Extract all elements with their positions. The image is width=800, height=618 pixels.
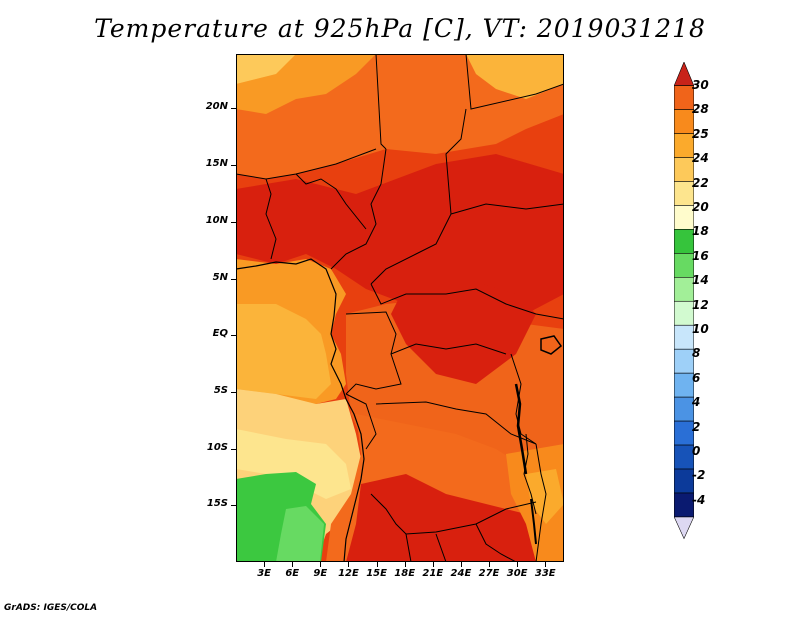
- x-tick-label: 12E: [338, 568, 359, 579]
- x-tick: [264, 562, 266, 567]
- colorbar-swatch: [674, 253, 694, 278]
- x-tick: [348, 562, 350, 567]
- colorbar-swatch: [674, 85, 694, 110]
- temperature-map: [236, 54, 564, 562]
- lake-tanganyika: [514, 383, 528, 475]
- colorbar-label: 12: [692, 297, 709, 312]
- colorbar-swatch: [674, 468, 694, 494]
- x-tick: [292, 562, 294, 567]
- x-tick-label: 18E: [394, 568, 416, 579]
- colorbar-swatch: [674, 181, 694, 206]
- y-tick-label: EQ: [212, 328, 228, 340]
- x-tick-label: 30E: [506, 568, 528, 579]
- x-tick-label: 33E: [534, 568, 556, 579]
- colorbar-swatch: [674, 420, 694, 446]
- y-tick: [231, 335, 236, 337]
- y-tick-label: 15N: [205, 158, 228, 170]
- field-atlantic-yellow: [236, 304, 331, 399]
- colorbar-label: -2: [692, 468, 706, 483]
- colorbar-swatch: [674, 324, 694, 350]
- colorbar-label: 8: [692, 346, 701, 361]
- colorbar-swatch: [674, 157, 694, 182]
- colorbar-label: 20: [692, 200, 709, 214]
- y-tick: [231, 108, 236, 110]
- field-sahel-red: [236, 154, 564, 314]
- field-congo-red: [391, 279, 536, 384]
- colorbar-swatch: [674, 109, 694, 134]
- footer-credit: GrADS: IGES/COLA: [4, 603, 98, 613]
- colorbar-label: 25: [692, 126, 709, 141]
- field-north-pale: [236, 54, 296, 84]
- colorbar-label: 18: [692, 224, 709, 239]
- colorbar-label: -4: [692, 492, 706, 507]
- colorbar-swatch: [674, 277, 694, 302]
- y-tick-label: 15S: [206, 498, 228, 510]
- lake-malawi: [530, 498, 537, 545]
- x-tick: [517, 562, 519, 567]
- country-borders: [236, 54, 564, 562]
- y-tick: [231, 165, 236, 167]
- map-frame: [236, 54, 564, 562]
- colorbar-swatch: [674, 492, 694, 518]
- y-tick-label: 10N: [205, 214, 228, 226]
- colorbar-label: 6: [692, 370, 701, 385]
- x-tick-label: 6E: [285, 568, 300, 579]
- x-tick: [376, 562, 378, 567]
- colorbar-label: 30: [692, 78, 709, 92]
- colorbar-swatch: [674, 396, 694, 422]
- colorbar-label: 22: [692, 175, 709, 190]
- colorbar-swatch: [674, 133, 694, 158]
- y-tick: [231, 448, 236, 450]
- field-green-light: [276, 506, 324, 562]
- y-tick: [231, 391, 236, 393]
- colorbar-swatch: [674, 372, 694, 398]
- field-south-red: [346, 474, 546, 562]
- colorbar-swatch: [674, 444, 694, 470]
- colorbar-swatch: [674, 348, 694, 374]
- x-tick: [432, 562, 434, 567]
- colorbar-label: 24: [692, 151, 709, 166]
- x-tick-label: 27E: [478, 568, 500, 579]
- lake-victoria: [540, 335, 563, 355]
- x-tick-label: 9E: [313, 568, 328, 579]
- x-tick: [404, 562, 406, 567]
- coastline: [236, 258, 365, 562]
- colorbar-label: 2: [692, 419, 701, 434]
- y-tick: [231, 278, 236, 280]
- x-tick-label: 15E: [366, 568, 387, 579]
- y-tick: [231, 221, 236, 223]
- x-tick-label: 3E: [257, 568, 271, 579]
- x-tick: [320, 562, 322, 567]
- colorbar-label: 28: [692, 102, 709, 117]
- colorbar-label: 14: [692, 273, 709, 288]
- y-tick-label: 5S: [213, 384, 228, 396]
- colorbar-top-arrow: [674, 62, 694, 86]
- x-tick: [460, 562, 462, 567]
- x-tick: [489, 562, 491, 567]
- y-tick-label: 5N: [212, 271, 228, 283]
- colorbar-swatch: [674, 300, 694, 326]
- y-tick-label: 10S: [206, 441, 228, 453]
- colorbar-swatch: [674, 205, 694, 230]
- x-tick-label: 21E: [422, 568, 444, 579]
- colorbar-label: 10: [692, 322, 709, 336]
- field-northeast-light: [466, 54, 564, 99]
- x-tick: [545, 562, 547, 567]
- colorbar-label: 16: [692, 248, 709, 263]
- colorbar-swatch: [674, 229, 694, 254]
- colorbar-label: 4: [692, 395, 701, 410]
- colorbar-bottom-arrow: [674, 516, 694, 540]
- field-east-yellow: [526, 469, 564, 524]
- colorbar: [674, 62, 694, 540]
- y-tick-label: 20N: [205, 101, 228, 113]
- x-tick-label: 24E: [450, 568, 472, 579]
- field-southatlantic-pale: [236, 429, 351, 499]
- chart-title: Temperature at 925hPa [C], VT: 201903121…: [94, 14, 706, 43]
- colorbar-label: 0: [692, 444, 701, 458]
- y-tick: [231, 505, 236, 507]
